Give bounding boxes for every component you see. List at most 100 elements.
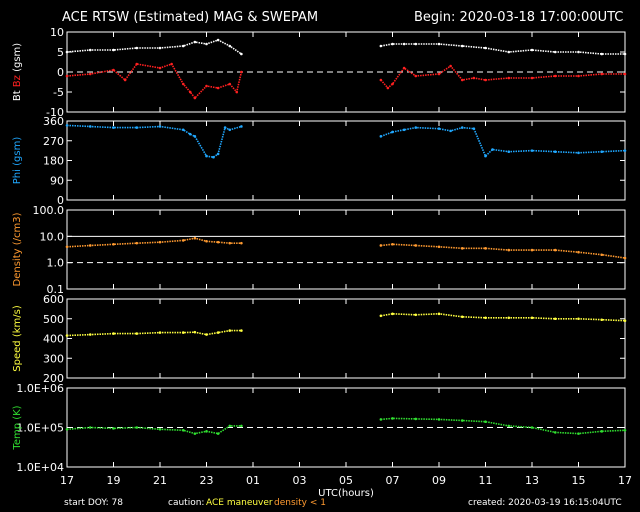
data-point-bt [181,44,185,48]
series-density-line-1 [380,243,626,259]
x-tick-label: 17 [618,474,632,487]
y-axis-label-part: (K) [12,405,23,423]
data-point-density [112,242,115,246]
y-tick-label-3-1: 500 [43,313,64,326]
series-bz-line-0 [66,63,243,100]
series-phi-line-1 [380,126,626,158]
data-point-temp [600,430,604,433]
data-point-bt [437,42,441,46]
data-point-phi [181,128,185,132]
series-speed-line-1 [380,312,626,322]
data-point-temp [88,426,92,429]
data-point-bz [391,82,394,86]
data-point-phi [449,129,452,133]
data-point-phi [507,150,511,154]
data-point-bt [88,48,92,52]
y-axis-label-part: (/cm3) [12,212,23,248]
data-point-phi [223,126,227,129]
panel-frame-1 [66,120,626,201]
caution-density: density < 1 [274,498,326,508]
series-density-line-0 [66,237,242,248]
data-point-bt [135,46,139,50]
series-bt-line-0 [66,39,242,55]
data-point-density [228,241,232,245]
data-point-bz [170,62,173,66]
begin-time: Begin: 2020-03-18 17:00:00UTC [414,10,624,25]
data-point-density [391,242,394,246]
data-point-speed [240,329,243,332]
data-point-phi [205,154,208,158]
y-axis-label-part: Phi [12,169,23,184]
data-point-temp [216,432,220,435]
data-point-density [88,244,92,247]
data-point-bz [507,76,511,80]
data-point-speed [577,317,580,321]
data-point-temp [158,428,162,431]
y-axis-label-2: Density (/cm3) [12,212,23,286]
data-point-density [414,244,418,247]
data-point-bt [228,44,232,48]
data-point-speed [391,312,394,316]
y-tick-label-1-1: 270 [43,135,64,148]
data-point-phi [600,150,604,154]
data-point-speed [530,316,534,320]
series-bz-line-1 [380,64,625,90]
data-point-phi [158,125,162,128]
data-point-bt [484,46,487,50]
data-point-density [65,245,69,249]
data-point-bz [623,72,627,76]
data-point-bt [600,52,604,56]
data-point-phi [193,135,197,138]
y-axis-label-part: Temp [12,423,23,451]
y-axis-label-part: Density [12,248,23,286]
y-tick-label-0-4: -10 [46,106,64,119]
data-point-bz [577,74,580,78]
y-tick-label-0-0: 10 [50,26,64,39]
data-point-phi [212,155,215,159]
y-tick-label-4-1: 1.0E+05 [16,422,64,435]
data-point-phi [228,128,232,132]
x-tick-label: 11 [479,474,493,487]
data-point-bz [414,74,418,78]
data-point-speed [216,331,220,334]
data-point-temp [553,431,557,434]
data-point-phi [391,130,394,134]
data-point-speed [181,331,185,334]
data-point-speed [135,332,139,335]
data-point-phi [460,126,464,129]
y-axis-label-part: Speed [12,340,23,371]
data-point-bt [193,40,197,44]
data-point-bt [65,50,69,54]
x-tick-label: 09 [432,474,446,487]
data-point-speed [414,313,418,317]
data-point-density [240,241,243,245]
data-point-bz [88,72,92,76]
data-point-density [193,236,197,240]
data-point-phi [135,126,139,129]
y-tick-label-1-3: 90 [50,174,64,187]
data-point-phi [379,135,383,138]
data-point-temp [437,418,441,421]
y-tick-label-4-2: 1.0E+04 [16,461,64,474]
data-point-bz [112,68,115,72]
data-point-bz [188,90,192,94]
y-tick-label-2-0: 100.0 [33,204,65,217]
x-tick-label: 01 [246,474,260,487]
data-point-temp [65,428,69,431]
data-point-bt [402,42,406,46]
chart-title: ACE RTSW (Estimated) MAG & SWEPAM [62,10,319,25]
data-point-bt [205,42,208,46]
caution-label: caution: [168,498,205,508]
data-point-bz [472,76,476,80]
data-point-density [577,250,580,254]
data-point-temp [193,432,197,435]
series-temp-line-1 [380,417,626,435]
data-point-speed [88,333,92,336]
data-point-temp [181,428,185,432]
data-point-density [484,247,487,250]
created-time: created: 2020-03-19 16:15:04UTC [468,498,622,508]
data-point-phi [88,125,92,128]
data-point-bt [391,42,394,46]
data-point-speed [112,332,115,335]
y-axis-label-part: (gsm) [12,137,23,169]
